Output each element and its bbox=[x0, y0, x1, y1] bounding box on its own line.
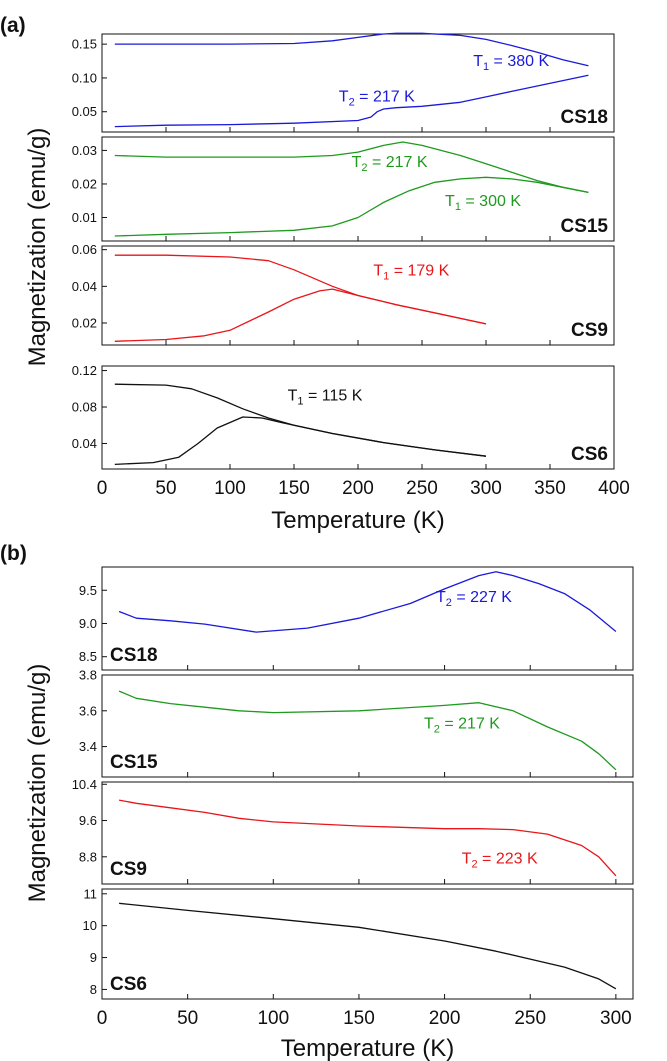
series-line-1 bbox=[118, 799, 617, 877]
x-tick-label: 250 bbox=[406, 478, 438, 499]
sample-label: CS15 bbox=[110, 752, 158, 773]
transition-annotation: T2 = 217 K bbox=[424, 716, 500, 736]
plot-frame bbox=[101, 781, 634, 885]
y-tick-label: 0.12 bbox=[72, 363, 97, 378]
x-tick-label: 250 bbox=[514, 1008, 546, 1029]
y-tick-label: 0.02 bbox=[72, 316, 97, 331]
transition-annotation: T2 = 217 K bbox=[352, 154, 428, 174]
x-tick-label: 300 bbox=[470, 478, 502, 499]
x-tick-label: 100 bbox=[257, 1008, 289, 1029]
y-tick-label: 3.4 bbox=[79, 739, 97, 754]
x-axis-title: Temperature (K) bbox=[271, 507, 444, 534]
series-line-2 bbox=[114, 288, 487, 342]
y-tick-label: 0.02 bbox=[72, 176, 97, 191]
y-tick-label: 0.04 bbox=[72, 436, 97, 451]
x-tick-label: 50 bbox=[177, 1008, 198, 1029]
transition-annotation: T2 = 227 K bbox=[436, 589, 512, 609]
transition-annotation: T1 = 115 K bbox=[288, 388, 363, 408]
y-tick-label: 3.6 bbox=[79, 703, 97, 718]
y-tick-label: 10 bbox=[83, 918, 97, 933]
transition-annotation: T2 = 223 K bbox=[462, 851, 538, 871]
x-axis-title: Temperature (K) bbox=[281, 1035, 454, 1061]
plot-frame bbox=[101, 888, 634, 1000]
sample-label: CS9 bbox=[110, 859, 147, 880]
y-tick-label: 10.4 bbox=[72, 777, 97, 792]
sample-label: CS6 bbox=[110, 974, 147, 995]
subplot-cs6: 0.04 0.08 0.12 CS6 T1 = 115 K bbox=[72, 363, 615, 470]
sample-label: CS15 bbox=[560, 216, 608, 237]
panel-label: (a) bbox=[0, 14, 26, 37]
y-tick-label: 0.06 bbox=[72, 242, 97, 257]
y-tick-label: 8.8 bbox=[79, 849, 97, 864]
y-tick-label: 9.5 bbox=[79, 583, 97, 598]
series-line-1 bbox=[114, 32, 589, 67]
x-tick-label: 150 bbox=[343, 1008, 375, 1029]
x-tick-label: 0 bbox=[97, 478, 108, 499]
sample-label: CS18 bbox=[110, 645, 158, 666]
y-tick-label: 0.05 bbox=[72, 104, 97, 119]
subplot-cs9: 8.8 9.6 10.4 CS9 T2 = 223 K bbox=[72, 777, 634, 885]
transition-annotation: T1 = 179 K bbox=[373, 262, 449, 282]
y-tick-label: 9.6 bbox=[79, 813, 97, 828]
series-line-2 bbox=[114, 416, 487, 466]
subplot-cs18: 8.5 9.0 9.5 CS18 T2 = 227 K bbox=[79, 566, 634, 671]
plot-frame bbox=[101, 566, 634, 671]
plot-frame bbox=[101, 33, 615, 133]
y-tick-label: 9.0 bbox=[79, 616, 97, 631]
transition-annotation: T1 = 300 K bbox=[445, 193, 521, 213]
plot-frame bbox=[101, 365, 615, 470]
sample-label: CS18 bbox=[560, 107, 608, 128]
subplot-cs9: 0.02 0.04 0.06 CS9 T1 = 179 K bbox=[72, 242, 615, 346]
x-tick-label: 350 bbox=[534, 478, 566, 499]
y-tick-label: 9 bbox=[90, 950, 97, 965]
series-line-1 bbox=[118, 690, 617, 771]
subplot-cs15: 0.01 0.02 0.03 CS15 T2 = 217 K T1 = 300 K bbox=[72, 136, 615, 242]
plot-frame bbox=[101, 674, 634, 778]
y-tick-label: 8 bbox=[90, 982, 97, 997]
x-tick-label: 400 bbox=[598, 478, 630, 499]
x-tick-label: 50 bbox=[155, 478, 176, 499]
series-line-1 bbox=[114, 141, 589, 194]
y-tick-label: 0.10 bbox=[72, 70, 97, 85]
series-line-2 bbox=[114, 176, 589, 237]
x-tick-label: 200 bbox=[429, 1008, 461, 1029]
y-tick-label: 0.08 bbox=[72, 400, 97, 415]
transition-annotation: T2 = 217 K bbox=[339, 89, 415, 109]
y-axis-title: Magnetization (emu/g) bbox=[24, 664, 51, 903]
subplot-cs18: 0.05 0.10 0.15 CS18 T1 = 380 K T2 = 217 K bbox=[72, 32, 615, 133]
y-axis-title: Magnetization (emu/g) bbox=[24, 128, 51, 367]
x-tick-label: 300 bbox=[600, 1008, 632, 1029]
series-line-1 bbox=[118, 571, 617, 633]
sample-label: CS9 bbox=[571, 320, 608, 341]
subplot-cs15: 3.4 3.6 3.8 CS15 T2 = 217 K bbox=[79, 668, 634, 778]
y-tick-label: 8.5 bbox=[79, 649, 97, 664]
y-tick-label: 3.8 bbox=[79, 668, 97, 683]
sample-label: CS6 bbox=[571, 444, 608, 465]
y-tick-label: 0.04 bbox=[72, 279, 97, 294]
panel-label: (b) bbox=[0, 542, 27, 565]
transition-annotation: T1 = 380 K bbox=[473, 53, 549, 73]
x-tick-label: 100 bbox=[214, 478, 246, 499]
y-tick-label: 0.03 bbox=[72, 143, 97, 158]
y-tick-label: 0.15 bbox=[72, 37, 97, 52]
x-tick-label: 0 bbox=[97, 1008, 108, 1029]
x-tick-label: 150 bbox=[278, 478, 310, 499]
panel-b: (b) 8.5 9.0 9.5 CS18 T2 = 227 K 3.4 3.6 3.8 CS15 T… bbox=[0, 542, 634, 1061]
series-line-2 bbox=[114, 74, 589, 128]
subplot-cs6: 8 9 10 11 CS6 bbox=[83, 886, 634, 1000]
y-tick-label: 11 bbox=[84, 886, 98, 901]
x-tick-label: 200 bbox=[342, 478, 374, 499]
y-tick-label: 0.01 bbox=[72, 210, 97, 225]
series-line-1 bbox=[119, 902, 617, 990]
